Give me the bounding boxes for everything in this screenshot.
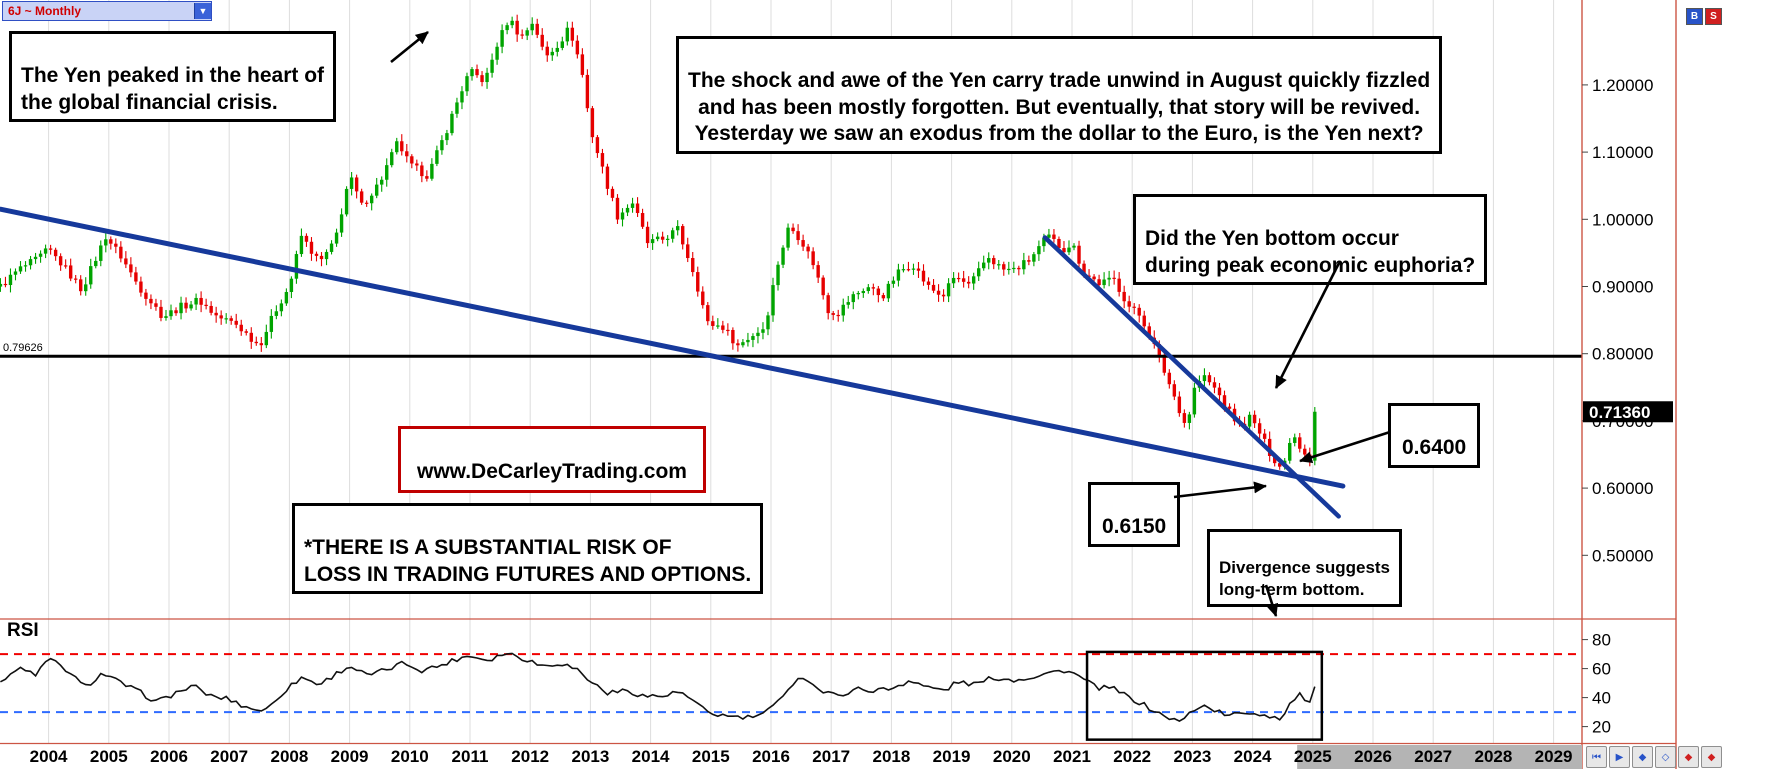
rsi-highlight-box[interactable] <box>1085 650 1324 741</box>
peak-annotation[interactable]: The Yen peaked in the heart of the globa… <box>9 31 337 123</box>
chart-scrollbar-controls: ⏮ ▶ ◆ ◇ ◆ ◆ <box>1586 746 1722 768</box>
sell-button[interactable]: S <box>1705 8 1722 25</box>
price-tick-label: 0.60000 <box>1592 479 1653 498</box>
risk-disclaimer-text: *THERE IS A SUBSTANTIAL RISK OF LOSS IN … <box>304 536 752 586</box>
rsi-line <box>0 652 1316 723</box>
rsi-pane-label: RSI <box>7 620 39 641</box>
peak-annotation-text: The Yen peaked in the heart of the globa… <box>21 64 325 114</box>
divergence-annotation[interactable]: Divergence suggests long-term bottom. <box>1207 529 1403 608</box>
rsi-tick-label: 80 <box>1592 631 1611 650</box>
x-axis-year-label: 2026 <box>1354 747 1392 766</box>
price-level-6400-annotation[interactable]: 0.6400 <box>1388 403 1481 468</box>
last-price-label: 0.71360 <box>1589 403 1650 422</box>
x-axis-year-label: 2017 <box>812 747 850 766</box>
x-axis-year-label: 2021 <box>1053 747 1091 766</box>
x-axis-year-label: 2010 <box>391 747 429 766</box>
website-annotation-text: www.DeCarleyTrading.com <box>417 460 687 484</box>
long-term-downtrend-line[interactable] <box>0 206 1346 489</box>
yen-bottom-annotation[interactable]: Did the Yen bottom occur during peak eco… <box>1133 194 1488 286</box>
x-axis-year-label: 2018 <box>872 747 910 766</box>
last-price-box <box>1583 401 1673 423</box>
carry-trade-annotation[interactable]: The shock and awe of the Yen carry trade… <box>676 36 1443 154</box>
symbol-interval-label: 6J ~ Monthly <box>8 4 82 18</box>
symbol-interval-dropdown[interactable]: 6J ~ Monthly ▼ <box>2 1 212 21</box>
x-axis-year-label: 2005 <box>90 747 128 766</box>
carry-trade-annotation-text: The shock and awe of the Yen carry trade… <box>688 69 1431 146</box>
scroll-forward-button[interactable]: ▶ <box>1609 746 1630 768</box>
x-axis-year-label: 2013 <box>571 747 609 766</box>
price-tick-label: 1.20000 <box>1592 76 1653 95</box>
price-tick-label: 1.10000 <box>1592 143 1653 162</box>
x-axis-year-label: 2029 <box>1535 747 1573 766</box>
x-axis-year-label: 2004 <box>30 747 68 766</box>
x-axis-year-label: 2009 <box>331 747 369 766</box>
scroll-to-start-button[interactable]: ⏮ <box>1586 746 1607 768</box>
price-level-6150-annotation[interactable]: 0.6150 <box>1088 482 1181 547</box>
x-axis-year-label: 2011 <box>452 747 489 766</box>
price-level-6150-text: 0.6150 <box>1102 515 1167 539</box>
steep-downtrend-line[interactable] <box>1042 235 1341 519</box>
price-tick-label: 1.00000 <box>1592 210 1653 229</box>
x-axis-year-label: 2019 <box>933 747 971 766</box>
blue-diamond-button[interactable]: ◆ <box>1632 746 1653 768</box>
x-axis-year-label: 2027 <box>1414 747 1452 766</box>
red-diamond-button-2[interactable]: ◆ <box>1701 746 1722 768</box>
x-axis-year-label: 2014 <box>632 747 670 766</box>
risk-disclaimer-annotation[interactable]: *THERE IS A SUBSTANTIAL RISK OF LOSS IN … <box>292 503 764 595</box>
rsi-tick-label: 40 <box>1592 689 1611 708</box>
x-axis-year-label: 2025 <box>1294 747 1332 766</box>
x-axis-year-label: 2012 <box>511 747 549 766</box>
red-diamond-button[interactable]: ◆ <box>1678 746 1699 768</box>
rsi-tick-label: 20 <box>1592 718 1611 737</box>
x-axis-year-label: 2007 <box>210 747 248 766</box>
x-axis-year-label: 2008 <box>270 747 308 766</box>
buy-button[interactable]: B <box>1686 8 1703 25</box>
x-axis-year-label: 2028 <box>1474 747 1512 766</box>
x-axis-year-label: 2016 <box>752 747 790 766</box>
website-annotation[interactable]: www.DeCarleyTrading.com <box>398 426 706 493</box>
scrollbar-future-band[interactable] <box>1297 745 1582 769</box>
blue-diamond-outline-button[interactable]: ◇ <box>1655 746 1676 768</box>
x-axis-year-label: 2006 <box>150 747 188 766</box>
candlestick-series <box>0 14 1317 470</box>
rsi-tick-label: 60 <box>1592 660 1611 679</box>
x-axis-year-label: 2024 <box>1234 747 1272 766</box>
chevron-down-icon[interactable]: ▼ <box>194 3 211 19</box>
x-axis-year-label: 2015 <box>692 747 730 766</box>
yen-bottom-annotation-text: Did the Yen bottom occur during peak eco… <box>1145 227 1476 277</box>
divergence-annotation-text: Divergence suggests long-term bottom. <box>1219 558 1391 600</box>
price-tick-label: 0.80000 <box>1592 345 1653 364</box>
price-tick-label: 0.50000 <box>1592 546 1653 565</box>
x-axis-year-label: 2020 <box>993 747 1031 766</box>
x-axis-year-label: 2023 <box>1173 747 1211 766</box>
x-axis-year-label: 2022 <box>1113 747 1151 766</box>
support-line-label: 0.79626 <box>3 342 43 354</box>
price-level-6400-text: 0.6400 <box>1402 436 1467 460</box>
price-tick-label: 0.90000 <box>1592 278 1653 297</box>
